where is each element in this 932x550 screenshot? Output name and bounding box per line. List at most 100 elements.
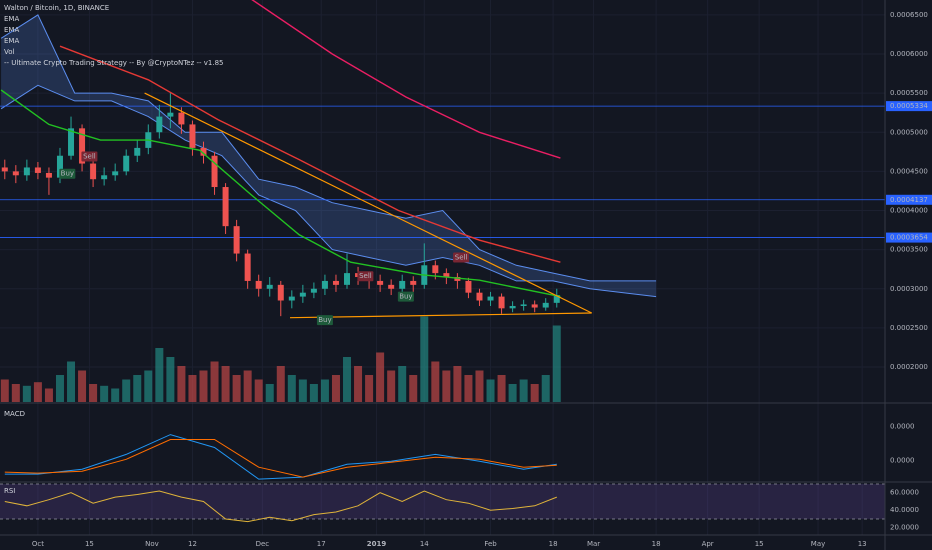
volume-bar — [287, 375, 296, 402]
signal-box — [81, 151, 98, 162]
trendline — [289, 312, 592, 319]
candle-body — [553, 295, 560, 303]
candle-body — [310, 288, 317, 293]
chart-title: Walton / Bitcoin, 1D, BINANCE — [4, 4, 109, 12]
volume-bar — [199, 370, 208, 402]
candle-body — [432, 265, 439, 274]
volume-bar — [22, 385, 31, 402]
volume-bar — [464, 375, 473, 402]
candle-body — [68, 128, 75, 156]
y-tick-label: 0.0004500 — [890, 167, 928, 175]
volume-bar — [320, 379, 329, 402]
x-tick-label: 18 — [549, 540, 558, 548]
candle-body — [45, 172, 52, 178]
signal-box — [357, 271, 374, 282]
candle-body — [454, 277, 461, 281]
y-tick-label: 20.0000 — [890, 524, 919, 532]
indicator-label: -- Ultimate Crypto Trading Strategy -- B… — [4, 59, 224, 67]
volume-bar — [155, 348, 164, 402]
cloud-upper — [0, 14, 657, 282]
volume-bar — [331, 375, 340, 402]
y-tick-label: 0.0005000 — [890, 128, 928, 136]
candle-body — [321, 280, 328, 289]
trendline — [144, 92, 592, 314]
macd-line — [4, 439, 557, 478]
volume-bar — [354, 366, 363, 402]
x-tick-label: 12 — [188, 540, 197, 548]
x-tick-label: Feb — [484, 540, 497, 548]
candle-body — [101, 175, 108, 180]
candle-body — [465, 280, 472, 293]
signal-label: Sell — [359, 272, 372, 280]
candle-body — [476, 292, 483, 301]
volume-bar — [508, 384, 517, 402]
candle-body — [134, 147, 141, 156]
candle-body — [23, 167, 30, 176]
signal-label: Sell — [83, 153, 96, 161]
x-tick-label: 2019 — [367, 540, 387, 548]
candle-body — [12, 171, 19, 176]
candle-body — [178, 112, 185, 125]
candle-body — [156, 116, 163, 133]
volume-bar — [420, 316, 429, 402]
y-tick-label: 0.0005500 — [890, 89, 928, 97]
volume-bar — [497, 375, 506, 402]
candle-body — [255, 280, 262, 289]
volume-bar — [453, 366, 462, 402]
y-tick-label: 0.0000 — [890, 423, 915, 431]
x-tick-label: 13 — [858, 540, 867, 548]
signal-label: Buy — [61, 170, 74, 178]
price-line-box — [886, 194, 932, 205]
price-line-label: 0.0004137 — [890, 196, 928, 204]
volume-bar — [55, 375, 64, 402]
signal-label: Buy — [399, 293, 412, 301]
y-tick-label: 0.0003000 — [890, 285, 928, 293]
labels: Walton / Bitcoin, 1D, BINANCE EMA EMA EM… — [4, 4, 224, 495]
y-tick-label: 0.0006500 — [890, 11, 928, 19]
signal-box — [453, 252, 470, 263]
rsi-band — [0, 483, 885, 519]
volume-bar — [33, 382, 42, 402]
volume-bar — [221, 366, 230, 402]
volume-bar — [409, 375, 418, 402]
plot: Sell Buy Sell Buy Buy Sell — [0, 0, 885, 523]
volume-bar — [243, 370, 252, 402]
signal-box — [316, 315, 333, 326]
x-tick-label: Apr — [702, 540, 714, 548]
candle-body — [509, 305, 516, 309]
signal-label: Buy — [318, 316, 331, 324]
indicator-label: Vol — [4, 48, 15, 56]
candle-body — [200, 147, 207, 156]
ema-line — [251, 0, 561, 159]
price-line-label: 0.0003654 — [890, 234, 928, 242]
indicator-label: EMA — [4, 15, 19, 23]
volume-bar — [188, 375, 197, 402]
volume-bar — [486, 379, 495, 402]
x-tick-label: 15 — [755, 540, 764, 548]
volume-bar — [100, 385, 109, 402]
volume-bar — [442, 370, 451, 402]
indicator-label: EMA — [4, 37, 19, 45]
volume-bar — [365, 375, 374, 402]
signal-box — [397, 291, 414, 302]
ema-line — [59, 45, 561, 263]
y-tick-label: 0.0000 — [890, 456, 915, 464]
y-tick-label: 40.0000 — [890, 506, 919, 514]
volume-bar — [530, 384, 539, 402]
candle-body — [34, 167, 41, 173]
volume-bar — [265, 384, 274, 402]
pane-title: MACD — [4, 410, 25, 418]
candle-body — [266, 284, 273, 289]
candle-body — [487, 296, 494, 301]
volume-bar — [254, 379, 263, 402]
candle-body — [167, 112, 174, 117]
indicator-label: EMA — [4, 26, 19, 34]
cloud-lower — [0, 84, 657, 298]
volume-bar — [144, 370, 153, 402]
candle-body — [112, 171, 119, 176]
candle-body — [288, 296, 295, 301]
y-tick-label: 0.0002500 — [890, 324, 928, 332]
